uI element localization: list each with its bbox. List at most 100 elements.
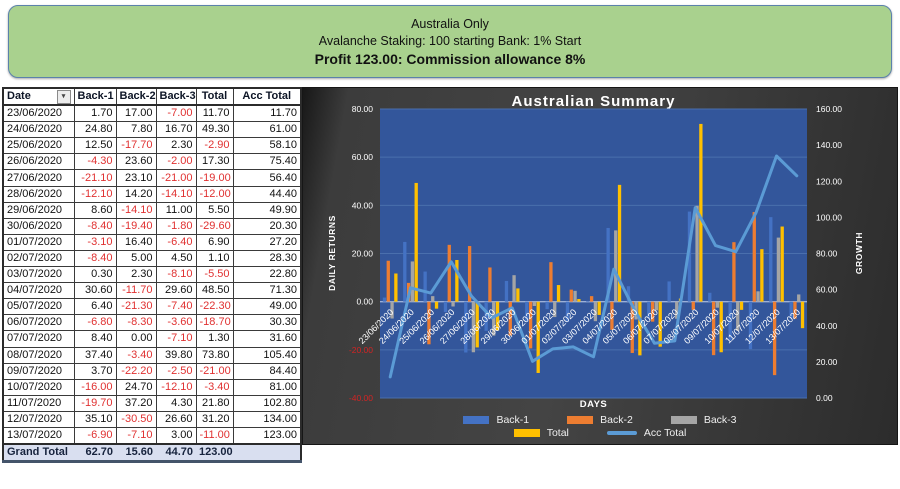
legend-item-back-3[interactable]: Back-3 — [670, 414, 737, 426]
grand-total-value[interactable]: 44.70 — [156, 443, 196, 464]
bar-segment[interactable] — [410, 261, 415, 302]
value-cell[interactable]: 105.40 — [232, 346, 302, 364]
grand-total-value[interactable] — [233, 443, 301, 464]
value-cell[interactable]: 49.90 — [232, 201, 302, 219]
value-cell[interactable]: 29.60 — [155, 282, 197, 300]
bar-segment[interactable] — [455, 260, 459, 302]
date-cell[interactable]: 06/07/2020 — [2, 314, 75, 332]
value-cell[interactable]: -4.30 — [73, 153, 117, 171]
line-acc-total[interactable] — [388, 154, 799, 379]
value-cell[interactable]: -3.60 — [155, 314, 197, 332]
value-cell[interactable]: -19.70 — [73, 394, 117, 412]
value-cell[interactable]: 81.00 — [232, 378, 302, 396]
bar-segment[interactable] — [739, 301, 744, 310]
value-cell[interactable]: 73.80 — [195, 346, 234, 364]
bar-segment[interactable] — [626, 286, 631, 302]
value-cell[interactable]: 1.70 — [73, 104, 117, 123]
bar-segment[interactable] — [708, 292, 712, 302]
bar-segment[interactable] — [525, 301, 529, 322]
bar-segment[interactable] — [528, 301, 533, 349]
bar-segment[interactable] — [675, 301, 679, 319]
bar-segment[interactable] — [593, 301, 598, 322]
bar-segment[interactable] — [390, 301, 394, 319]
bar-segment[interactable] — [736, 301, 740, 331]
value-cell[interactable]: 134.00 — [232, 410, 302, 428]
bar-segment[interactable] — [394, 273, 398, 302]
value-cell[interactable]: -2.90 — [195, 137, 234, 155]
value-cell[interactable]: -1.80 — [155, 217, 197, 235]
value-cell[interactable]: 31.60 — [232, 330, 302, 348]
bar-segment[interactable] — [614, 230, 618, 302]
value-cell[interactable]: -8.30 — [115, 314, 157, 332]
grand-total-value[interactable]: 123.00 — [196, 443, 233, 464]
date-cell[interactable]: 13/07/2020 — [2, 426, 75, 445]
value-cell[interactable]: 71.30 — [232, 282, 302, 300]
value-cell[interactable]: 37.20 — [115, 394, 157, 412]
value-cell[interactable]: 8.60 — [73, 201, 117, 219]
value-cell[interactable]: 16.40 — [115, 233, 157, 251]
date-cell[interactable]: 03/07/2020 — [2, 266, 75, 284]
value-cell[interactable]: 35.10 — [73, 410, 117, 428]
bar-segment[interactable] — [610, 301, 614, 330]
value-cell[interactable]: -21.10 — [73, 169, 117, 187]
bar-segment[interactable] — [756, 291, 760, 302]
value-cell[interactable]: 24.70 — [115, 378, 157, 396]
value-cell[interactable]: -3.40 — [195, 378, 234, 396]
value-cell[interactable]: -11.00 — [195, 426, 234, 445]
value-cell[interactable]: -8.10 — [155, 266, 197, 284]
value-cell[interactable]: -6.80 — [73, 314, 117, 332]
value-cell[interactable]: -3.40 — [115, 346, 157, 364]
value-cell[interactable]: -12.10 — [73, 185, 117, 203]
bar-segment[interactable] — [667, 281, 671, 302]
value-cell[interactable]: 22.80 — [232, 266, 302, 284]
value-cell[interactable]: -8.40 — [73, 249, 117, 268]
date-cell[interactable]: 05/07/2020 — [2, 298, 75, 316]
value-cell[interactable]: 6.90 — [195, 233, 234, 251]
bar-segment[interactable] — [586, 300, 590, 302]
bar-segment[interactable] — [512, 275, 516, 302]
value-cell[interactable]: 23.60 — [115, 153, 157, 171]
bar-segment[interactable] — [403, 241, 407, 302]
value-cell[interactable]: 11.00 — [155, 201, 197, 219]
value-cell[interactable]: -11.70 — [115, 282, 157, 300]
bar-segment[interactable] — [776, 237, 781, 302]
date-cell[interactable]: 01/07/2020 — [2, 233, 75, 251]
value-cell[interactable]: -6.90 — [73, 426, 117, 445]
bar-segment[interactable] — [577, 299, 581, 302]
bar-segment[interactable] — [691, 301, 695, 310]
value-cell[interactable]: 8.40 — [73, 330, 117, 348]
value-cell[interactable]: -12.10 — [155, 378, 197, 396]
value-cell[interactable]: 61.00 — [232, 121, 302, 139]
bar-segment[interactable] — [711, 301, 716, 356]
value-cell[interactable]: 30.30 — [232, 314, 302, 332]
bar-segment[interactable] — [800, 301, 805, 329]
value-cell[interactable]: -3.10 — [73, 233, 117, 251]
date-cell[interactable]: 24/06/2020 — [2, 121, 75, 139]
bar-segment[interactable] — [451, 301, 455, 307]
date-cell[interactable]: 04/07/2020 — [2, 282, 75, 300]
bar-segment[interactable] — [556, 285, 561, 302]
value-cell[interactable]: 56.40 — [232, 169, 302, 187]
value-cell[interactable]: 26.60 — [155, 410, 197, 428]
bar-segment[interactable] — [516, 288, 520, 302]
bar-segment[interactable] — [492, 301, 496, 336]
bar-segment[interactable] — [504, 280, 509, 302]
value-cell[interactable]: 30.60 — [73, 282, 117, 300]
value-cell[interactable]: 49.00 — [232, 298, 302, 316]
grand-total-value[interactable]: 15.60 — [116, 443, 156, 464]
date-cell[interactable]: 12/07/2020 — [2, 410, 75, 428]
value-cell[interactable]: -8.40 — [73, 217, 117, 235]
value-cell[interactable]: -16.00 — [73, 378, 117, 396]
value-cell[interactable]: 6.40 — [73, 298, 117, 316]
value-cell[interactable]: 0.30 — [73, 266, 117, 284]
value-cell[interactable]: -22.30 — [195, 298, 234, 316]
bar-segment[interactable] — [699, 123, 703, 302]
bar-segment[interactable] — [687, 211, 692, 302]
value-cell[interactable]: -7.10 — [155, 330, 197, 348]
value-cell[interactable]: 48.50 — [195, 282, 234, 300]
value-cell[interactable]: 5.00 — [115, 249, 157, 268]
bar-segment[interactable] — [752, 212, 756, 302]
value-cell[interactable]: -14.10 — [155, 185, 197, 203]
value-cell[interactable]: -7.40 — [155, 298, 197, 316]
bar-segment[interactable] — [606, 227, 610, 302]
